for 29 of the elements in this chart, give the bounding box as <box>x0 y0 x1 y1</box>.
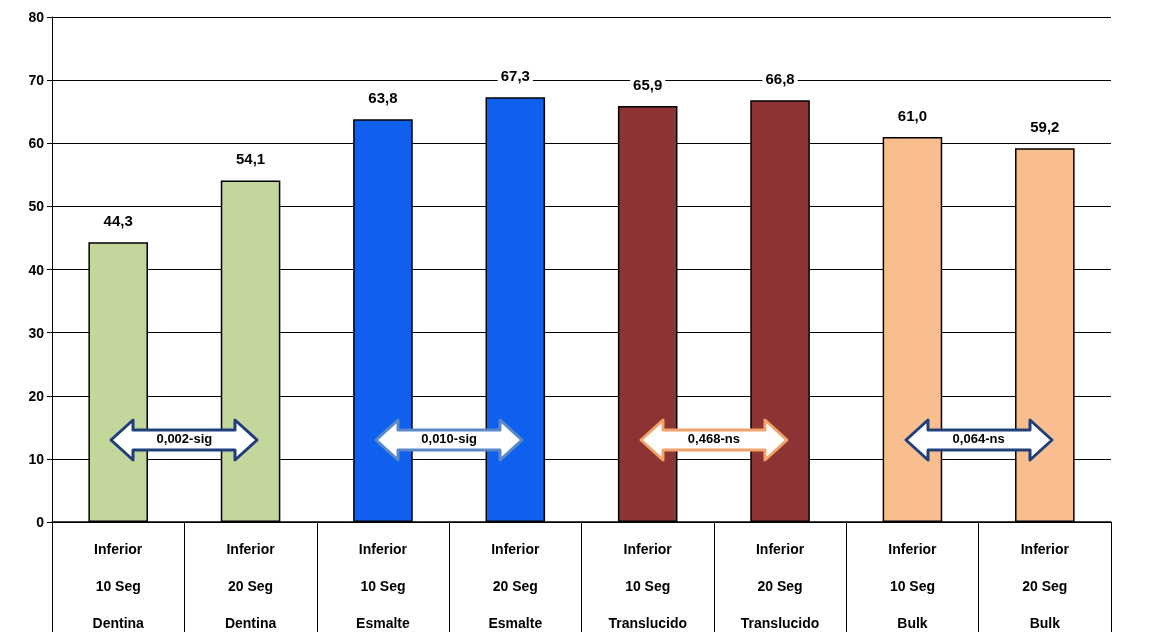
y-tick-label: 0 <box>36 514 45 530</box>
category-label: Inferior 20 Seg Dentina <box>224 540 277 631</box>
data-label: 61,0 <box>897 106 928 124</box>
annotation: 0,064-ns <box>951 431 1006 447</box>
y-tick-label: 30 <box>28 324 45 341</box>
data-label: 44,3 <box>103 212 133 230</box>
y-tick-label: 20 <box>28 387 45 404</box>
y-tick-label: 10 <box>28 450 45 467</box>
y-tick-label: 70 <box>28 72 45 89</box>
data-label: 66,8 <box>765 70 795 88</box>
data-label: 63,8 <box>368 89 398 107</box>
data-label: 59,2 <box>1030 118 1060 136</box>
y-tick-label: 60 <box>28 135 45 152</box>
category-label: Inferior 10 Seg Translucido <box>608 540 687 631</box>
category-label: Inferior 20 Seg Bulk <box>1020 540 1069 631</box>
y-tick-label: 50 <box>28 198 45 215</box>
category-label: Inferior 20 Seg Translucido <box>740 540 820 631</box>
annotation: 0,002-sig <box>155 431 214 447</box>
data-label: 65,9 <box>633 76 663 94</box>
category-label: Inferior 20 Seg Esmalte <box>488 540 543 631</box>
category-label: Inferior 10 Seg Dentina <box>92 540 144 631</box>
category-label: Inferior 10 Seg Esmalte <box>356 540 410 631</box>
y-tick-label: 80 <box>28 9 45 25</box>
annotation: 0,468-ns <box>686 431 741 447</box>
annotation: 0,010-sig <box>420 431 478 447</box>
data-label: 54,1 <box>235 150 266 168</box>
data-label: 67,3 <box>500 67 530 85</box>
category-label: Inferior 10 Seg Bulk <box>888 540 937 631</box>
y-tick-label: 40 <box>28 261 45 278</box>
